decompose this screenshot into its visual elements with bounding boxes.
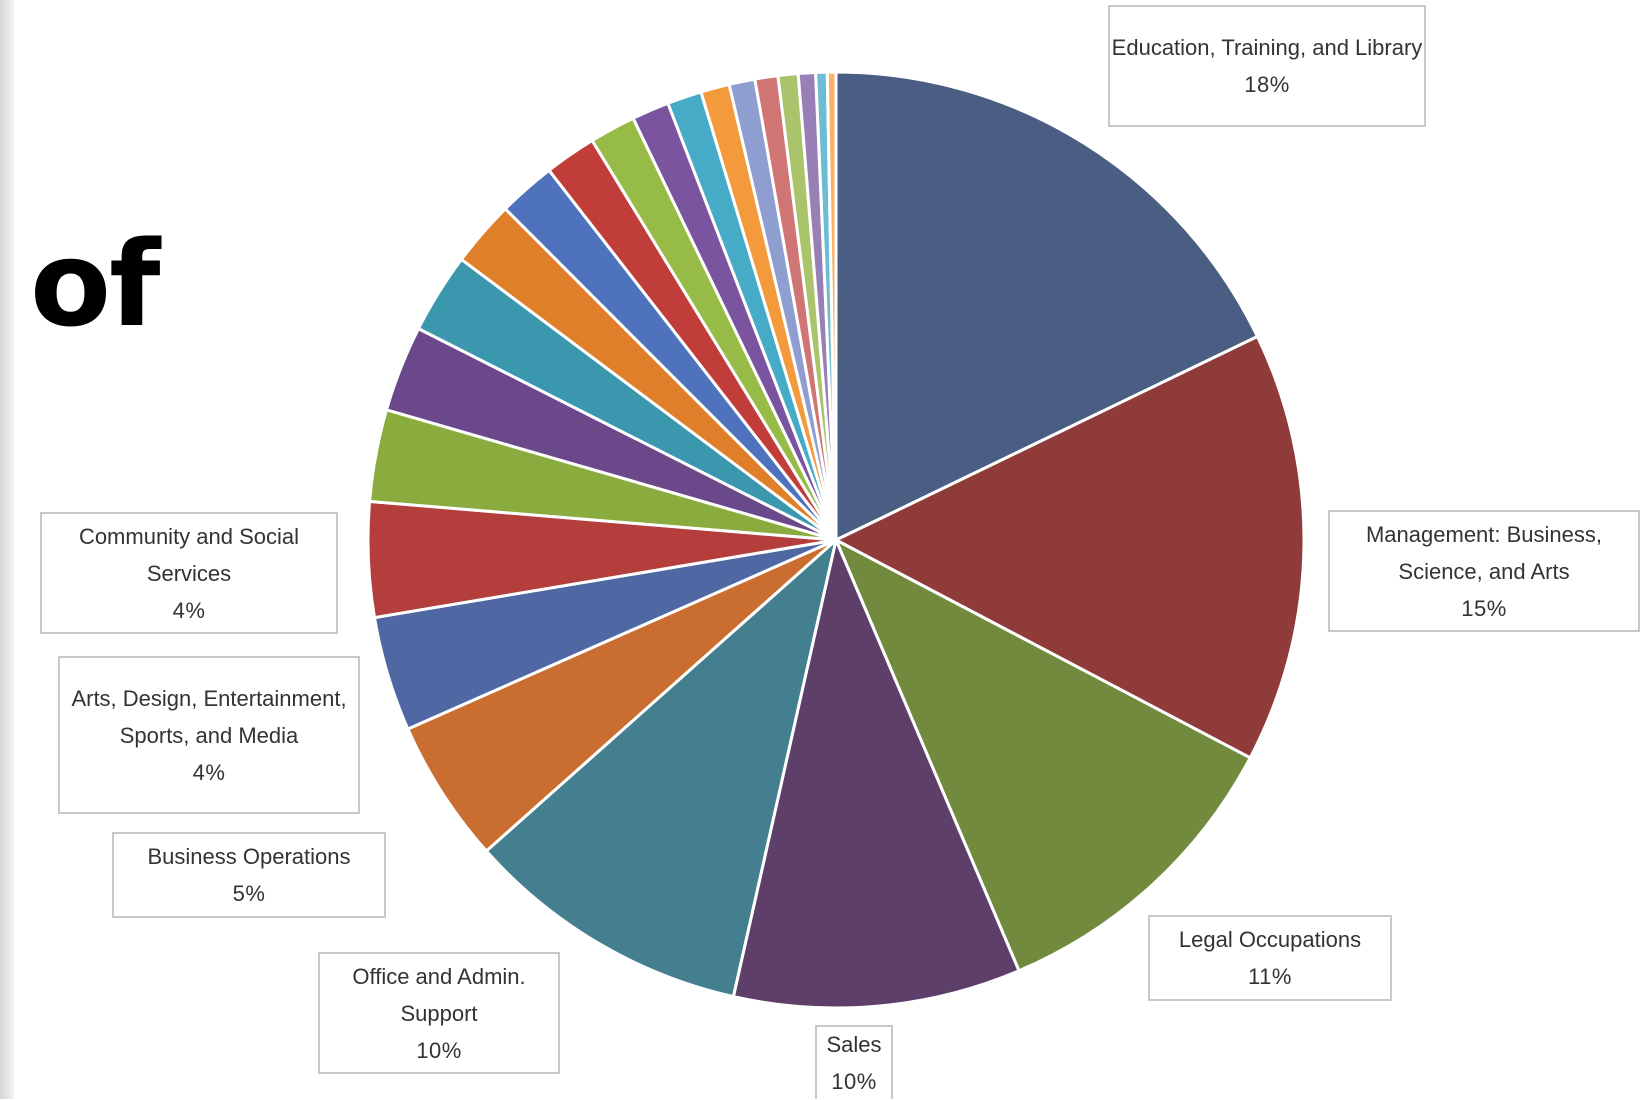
slide-title-fragment: of bbox=[30, 215, 160, 353]
label-education-pct: 18% bbox=[1244, 72, 1290, 97]
label-business-ops-name: Business Operations bbox=[147, 844, 351, 869]
label-arts: Arts, Design, Entertainment, Sports, and… bbox=[58, 656, 360, 814]
label-sales-name: Sales bbox=[826, 1032, 882, 1057]
label-business-ops: Business Operations 5% bbox=[112, 832, 386, 918]
label-arts-pct: 4% bbox=[192, 759, 226, 785]
label-sales-pct: 10% bbox=[831, 1069, 877, 1094]
label-office-pct: 10% bbox=[416, 1037, 462, 1063]
label-arts-name: Arts, Design, Entertainment, Sports, and… bbox=[71, 685, 347, 748]
label-management-pct: 15% bbox=[1461, 595, 1507, 621]
label-education-name: Education, Training, and Library bbox=[1111, 35, 1423, 60]
label-legal: Legal Occupations 11% bbox=[1148, 915, 1392, 1001]
label-community-pct: 4% bbox=[172, 597, 206, 623]
pie-slice-3 bbox=[731, 538, 1021, 1010]
pie-slice-0 bbox=[834, 70, 1259, 542]
label-management-name: Management: Business, Science, and Arts bbox=[1365, 521, 1603, 584]
pie-slice-2 bbox=[834, 538, 1252, 973]
label-education: Education, Training, and Library 18% bbox=[1108, 5, 1426, 127]
label-business-ops-pct: 5% bbox=[232, 881, 266, 906]
label-sales: Sales 10% bbox=[815, 1025, 893, 1099]
label-community: Community and Social Services 4% bbox=[40, 512, 338, 634]
pie-slice-5 bbox=[406, 538, 838, 853]
slide-edge-shadow bbox=[0, 0, 14, 1099]
label-legal-pct: 11% bbox=[1248, 964, 1292, 989]
label-office-name: Office and Admin. Support bbox=[352, 963, 526, 1026]
label-community-name: Community and Social Services bbox=[78, 523, 300, 586]
label-management: Management: Business, Science, and Arts … bbox=[1328, 510, 1640, 632]
label-legal-name: Legal Occupations bbox=[1178, 927, 1362, 952]
pie-slice-4 bbox=[484, 538, 838, 999]
label-office: Office and Admin. Support 10% bbox=[318, 952, 560, 1074]
pie-slice-1 bbox=[834, 334, 1306, 760]
pie-slice-23 bbox=[825, 70, 838, 542]
